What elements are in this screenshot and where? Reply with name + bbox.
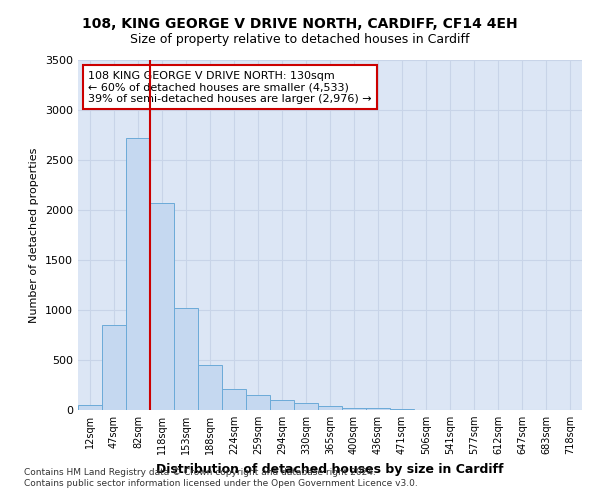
Bar: [222, 389, 246, 410]
Bar: [318, 406, 342, 410]
Bar: [294, 403, 318, 410]
Text: 108, KING GEORGE V DRIVE NORTH, CARDIFF, CF14 4EH: 108, KING GEORGE V DRIVE NORTH, CARDIFF,…: [82, 18, 518, 32]
Bar: [198, 365, 222, 410]
X-axis label: Distribution of detached houses by size in Cardiff: Distribution of detached houses by size …: [156, 462, 504, 475]
Text: Size of property relative to detached houses in Cardiff: Size of property relative to detached ho…: [130, 32, 470, 46]
Text: 108 KING GEORGE V DRIVE NORTH: 130sqm
← 60% of detached houses are smaller (4,53: 108 KING GEORGE V DRIVE NORTH: 130sqm ← …: [88, 70, 372, 104]
Text: Contains HM Land Registry data © Crown copyright and database right 2024.
Contai: Contains HM Land Registry data © Crown c…: [24, 468, 418, 487]
Bar: [246, 395, 270, 410]
Bar: [366, 408, 390, 410]
Bar: [270, 400, 294, 410]
Bar: [150, 202, 174, 410]
Bar: [390, 409, 414, 410]
Y-axis label: Number of detached properties: Number of detached properties: [29, 148, 40, 322]
Bar: [174, 308, 198, 410]
Bar: [126, 138, 150, 410]
Bar: [78, 405, 102, 410]
Bar: [342, 408, 366, 410]
Bar: [102, 325, 126, 410]
